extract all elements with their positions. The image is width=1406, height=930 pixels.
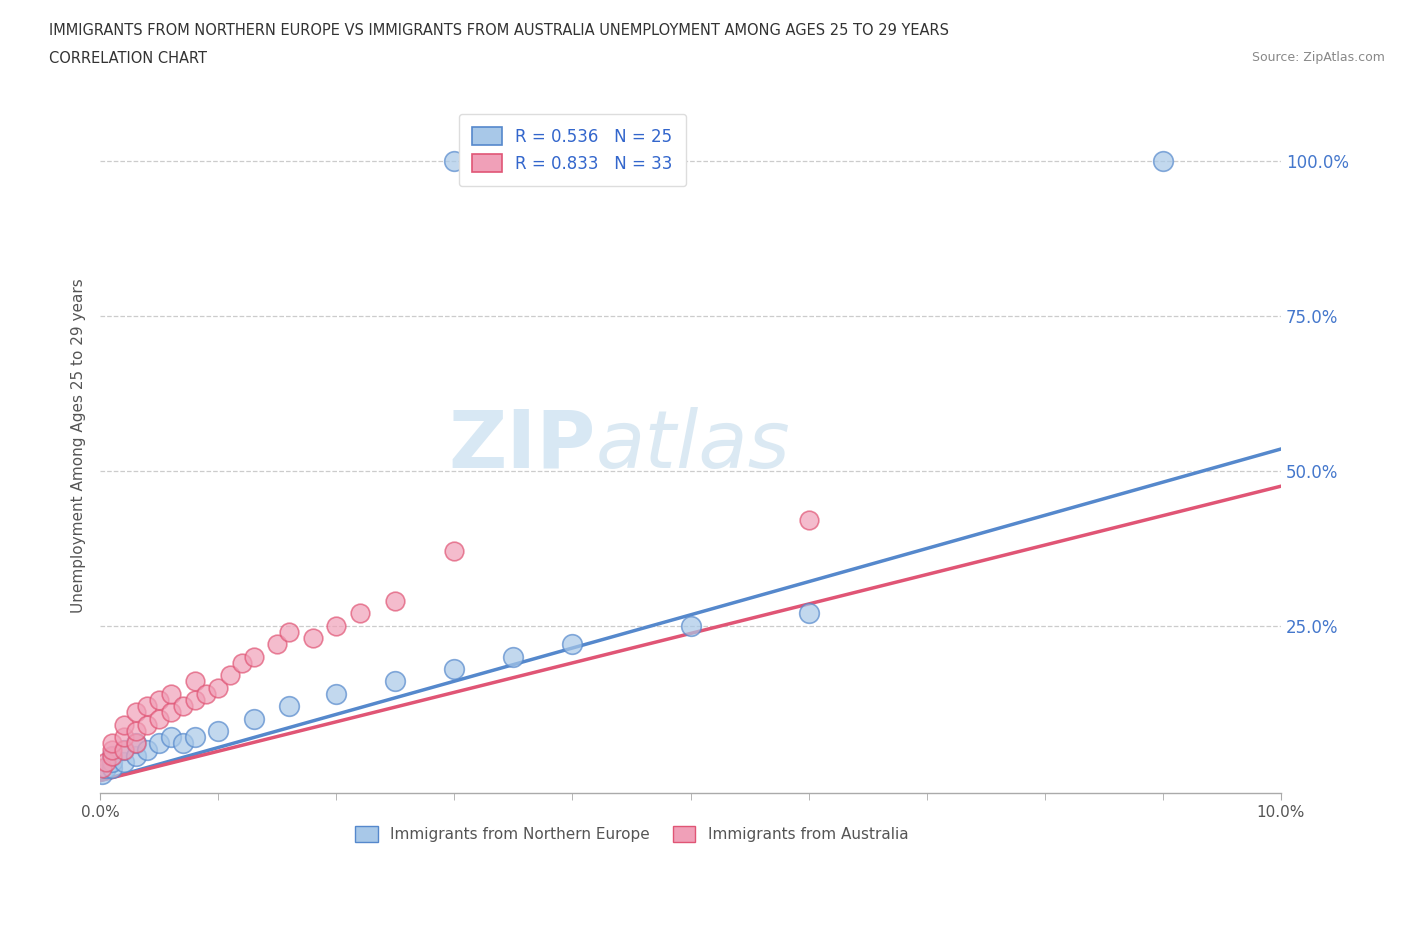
Point: [1152, 153, 1174, 168]
Point: [561, 637, 583, 652]
Point: [148, 711, 170, 726]
Point: [124, 705, 146, 720]
Point: [443, 153, 465, 168]
Point: [101, 761, 124, 776]
Point: [219, 668, 242, 683]
Point: [195, 686, 218, 701]
Text: Source: ZipAtlas.com: Source: ZipAtlas.com: [1251, 51, 1385, 64]
Point: [679, 618, 702, 633]
Point: [172, 736, 194, 751]
Point: [91, 761, 114, 776]
Point: [443, 661, 465, 676]
Text: IMMIGRANTS FROM NORTHERN EUROPE VS IMMIGRANTS FROM AUSTRALIA UNEMPLOYMENT AMONG : IMMIGRANTS FROM NORTHERN EUROPE VS IMMIG…: [49, 23, 949, 38]
Point: [101, 742, 124, 757]
Point: [278, 624, 301, 639]
Point: [183, 693, 205, 708]
Point: [384, 674, 406, 689]
Point: [502, 649, 524, 664]
Point: [242, 711, 264, 726]
Point: [266, 637, 288, 652]
Point: [797, 605, 820, 620]
Text: atlas: atlas: [596, 407, 790, 485]
Point: [231, 656, 253, 671]
Point: [160, 686, 183, 701]
Point: [112, 754, 135, 769]
Point: [172, 698, 194, 713]
Point: [124, 736, 146, 751]
Point: [183, 730, 205, 745]
Point: [112, 730, 135, 745]
Point: [797, 512, 820, 527]
Point: [124, 724, 146, 738]
Point: [91, 767, 114, 782]
Point: [349, 605, 371, 620]
Point: [160, 730, 183, 745]
Point: [148, 693, 170, 708]
Point: [136, 698, 159, 713]
Point: [112, 717, 135, 732]
Point: [207, 680, 229, 695]
Point: [124, 736, 146, 751]
Point: [101, 736, 124, 751]
Legend: Immigrants from Northern Europe, Immigrants from Australia: Immigrants from Northern Europe, Immigra…: [349, 819, 914, 848]
Point: [136, 742, 159, 757]
Point: [183, 674, 205, 689]
Point: [112, 742, 135, 757]
Point: [101, 749, 124, 764]
Point: [136, 717, 159, 732]
Point: [242, 649, 264, 664]
Text: ZIP: ZIP: [449, 407, 596, 485]
Point: [101, 749, 124, 764]
Point: [278, 698, 301, 713]
Point: [94, 761, 117, 776]
Y-axis label: Unemployment Among Ages 25 to 29 years: Unemployment Among Ages 25 to 29 years: [72, 278, 86, 613]
Point: [325, 618, 347, 633]
Point: [101, 754, 124, 769]
Point: [124, 749, 146, 764]
Point: [443, 544, 465, 559]
Text: CORRELATION CHART: CORRELATION CHART: [49, 51, 207, 66]
Point: [207, 724, 229, 738]
Point: [112, 742, 135, 757]
Point: [325, 686, 347, 701]
Point: [384, 593, 406, 608]
Point: [160, 705, 183, 720]
Point: [94, 754, 117, 769]
Point: [148, 736, 170, 751]
Point: [301, 631, 323, 645]
